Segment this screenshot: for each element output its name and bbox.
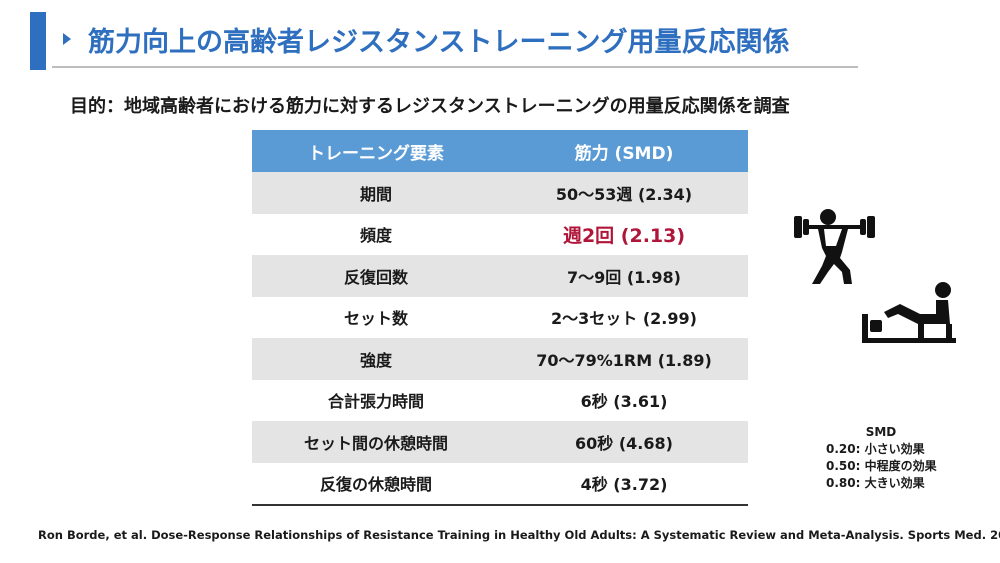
dose-response-table: トレーニング要素 筋力 (SMD) 期間 50〜53週 (2.34) 頻度 週2… — [252, 130, 748, 506]
row-element-label: 反復の休憩時間 — [252, 462, 500, 506]
row-element-label: セット数 — [252, 296, 500, 338]
row-element-label: 反復回数 — [252, 255, 500, 297]
legend-item: 0.50: 中程度の効果 — [826, 459, 937, 473]
title-accent-bar — [30, 12, 46, 70]
legend-title: SMD — [865, 425, 897, 439]
row-smd-value: 4秒 (3.72) — [500, 462, 748, 506]
column-header-smd: 筋力 (SMD) — [500, 130, 748, 172]
table-row: 合計張力時間 6秒 (3.61) — [252, 379, 748, 421]
row-smd-value-highlighted: 週2回 (2.13) — [500, 213, 748, 255]
table-row: セット数 2〜3セット (2.99) — [252, 296, 748, 338]
row-element-label: 合計張力時間 — [252, 379, 500, 421]
row-element-label: セット間の休憩時間 — [252, 421, 500, 463]
table-row: 強度 70〜79%1RM (1.89) — [252, 338, 748, 380]
row-smd-value: 7〜9回 (1.98) — [500, 255, 748, 297]
legend-item: 0.20: 小さい効果 — [826, 442, 925, 456]
legend-item: 0.80: 大きい効果 — [826, 476, 925, 490]
title-bullet-icon — [63, 33, 71, 45]
table-row: 頻度 週2回 (2.13) — [252, 213, 748, 255]
title-divider — [52, 66, 858, 68]
citation-text: Ron Borde, et al. Dose-Response Relation… — [38, 528, 1000, 542]
table-row: 反復の休憩時間 4秒 (3.72) — [252, 462, 748, 506]
row-smd-value: 6秒 (3.61) — [500, 379, 748, 421]
row-smd-value: 2〜3セット (2.99) — [500, 296, 748, 338]
table-row: 反復回数 7〜9回 (1.98) — [252, 255, 748, 297]
smd-legend: SMD 0.20: 小さい効果 0.50: 中程度の効果 0.80: 大きい効果 — [826, 424, 966, 492]
objective-text: 目的：地域高齢者における筋力に対するレジスタンストレーニングの用量反応関係を調査 — [70, 96, 790, 117]
row-element-label: 期間 — [252, 172, 500, 214]
row-smd-value: 60秒 (4.68) — [500, 421, 748, 463]
leg-press-icon — [862, 282, 956, 343]
slide-title: 筋力向上の高齢者レジスタンストレーニング用量反応関係 — [88, 27, 790, 58]
row-element-label: 強度 — [252, 338, 500, 380]
table-header-row: トレーニング要素 筋力 (SMD) — [252, 130, 748, 172]
row-element-label: 頻度 — [252, 213, 500, 255]
row-smd-value: 50〜53週 (2.34) — [500, 172, 748, 214]
table-row: 期間 50〜53週 (2.34) — [252, 172, 748, 214]
weightlifter-icon — [794, 209, 875, 284]
row-smd-value: 70〜79%1RM (1.89) — [500, 338, 748, 380]
column-header-element: トレーニング要素 — [252, 130, 500, 172]
table-row: セット間の休憩時間 60秒 (4.68) — [252, 421, 748, 463]
